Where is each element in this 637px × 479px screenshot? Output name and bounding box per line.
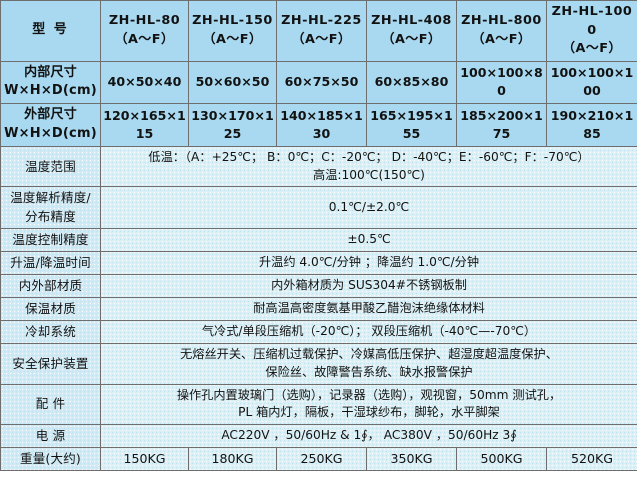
table-row-insulation: 保温材质 耐高温高密度氨基甲酸乙醋泡沫绝缘体材料 — [0, 297, 637, 322]
cell-box-material: 内外箱材质为 SUS304#不锈钢板制 — [100, 273, 637, 299]
header-model-name-4: ZH-HL-800 — [461, 13, 542, 29]
table-row-cooling: 冷却系统 气冷式/单段压缩机（-20℃）； 双段压缩机（-40℃—-70℃） — [0, 320, 637, 345]
cell-safety: 无熔丝开关、压缩机过载保护、冷媒高低压保护、超湿度超温度保护、 保险丝、故障警告… — [100, 343, 637, 385]
table-row-power: 电 源 AC220V ，50/60Hz & 1∮， AC380V ，50/60H… — [0, 424, 637, 449]
cell-outer-size-5: 190×210×185 — [546, 103, 637, 148]
header-model-series-3: （A～F） — [381, 31, 442, 47]
row-label-weight: 重量(大约) — [0, 447, 101, 472]
cell-temp-range-high: 高温:100℃(150℃) — [313, 167, 425, 182]
cell-temp-control: ±0.5℃ — [100, 227, 637, 252]
header-label-model: 型 号 — [0, 0, 101, 62]
table-row-outer-size: 外部尺寸 W×H×D(cm) 120×165×115 130×170×125 1… — [0, 103, 637, 148]
cell-weight-2: 250KG — [276, 447, 367, 472]
cell-temp-range-low: 低温：（A：+25℃； B：0℃；C：-20℃； D：-40℃；E：-60℃；F… — [148, 150, 590, 165]
cell-weight-4: 500KG — [456, 447, 547, 472]
cell-accessories-line1: 操作孔内置玻璃门（选购），记录器（选购），观视窗，50mm 测试孔， — [176, 387, 562, 402]
cell-inner-size-0: 40×50×40 — [100, 60, 189, 105]
header-column-4: ZH-HL-800 （A～F） — [456, 0, 547, 62]
row-label-temp-resolution: 温度解析精度/ 分布精度 — [0, 186, 101, 229]
cell-inner-size-1: 50×60×50 — [188, 60, 277, 105]
header-model-name-1: ZH-HL-150 — [192, 13, 273, 29]
cell-weight-1: 180KG — [188, 447, 277, 472]
row-label-temp-resolution-line1: 温度解析精度/ — [10, 190, 91, 206]
row-label-temp-resolution-line2: 分布精度 — [25, 208, 76, 224]
header-model-series-2: （A～F） — [291, 31, 352, 47]
cell-weight-0: 150KG — [100, 447, 189, 472]
header-model-series-1: （A～F） — [202, 31, 263, 47]
cell-heat-cool-time: 升温约 4.0℃/分钟 ；降温约 1.0℃/分钟 — [100, 250, 637, 275]
header-model-name-3: ZH-HL-408 — [371, 13, 452, 29]
cell-outer-size-1: 130×170×125 — [188, 103, 277, 148]
header-model-name-0: ZH-HL-80 — [108, 13, 181, 29]
header-model-name-2: ZH-HL-225 — [281, 13, 362, 29]
header-column-1: ZH-HL-150 （A～F） — [188, 0, 277, 62]
cell-outer-size-4: 185×200×175 — [456, 103, 547, 148]
cell-outer-size-3: 165×195×155 — [366, 103, 457, 148]
cell-weight-3: 350KG — [366, 447, 457, 472]
cell-outer-size-2: 140×185×130 — [276, 103, 367, 148]
row-label-outer-size-line1: 外部尺寸 — [24, 107, 77, 123]
header-model-name-5: ZH-HL-1000 — [551, 4, 633, 38]
header-column-2: ZH-HL-225 （A～F） — [276, 0, 367, 62]
cell-accessories: 操作孔内置玻璃门（选购），记录器（选购），观视窗，50mm 测试孔， PL 箱内… — [100, 383, 637, 426]
row-label-safety: 安全保护装置 — [0, 343, 101, 385]
header-model-series-0: （A～F） — [114, 31, 175, 47]
table-row-weight: 重量(大约) 150KG 180KG 250KG 350KG 500KG 520… — [0, 447, 637, 472]
row-label-heat-cool-time: 升温/降温时间 — [0, 250, 101, 275]
cell-accessories-line2: PL 箱内灯，隔板，干湿球纱布，脚轮，水平脚架 — [238, 405, 500, 420]
cell-insulation: 耐高温高密度氨基甲酸乙醋泡沫绝缘体材料 — [100, 297, 637, 322]
table-row-inner-size: 内部尺寸 W×H×D(cm) 40×50×40 50×60×50 60×75×5… — [0, 60, 637, 105]
row-label-power: 电 源 — [0, 424, 101, 449]
row-label-inner-size-line1: 内部尺寸 — [24, 64, 77, 80]
header-column-5: ZH-HL-1000 （A～F） — [546, 0, 637, 62]
row-label-outer-size: 外部尺寸 W×H×D(cm) — [0, 103, 101, 148]
cell-safety-line1: 无熔丝开关、压缩机过载保护、冷媒高低压保护、超湿度超温度保护、 — [180, 347, 558, 362]
row-label-accessories: 配 件 — [0, 383, 101, 426]
table-header-row: 型 号 ZH-HL-80 （A～F） ZH-HL-150 （A～F） ZH-HL… — [0, 0, 637, 62]
row-label-temp-range: 温度范围 — [0, 146, 101, 188]
table-row-temp-resolution: 温度解析精度/ 分布精度 0.1℃/±2.0℃ — [0, 186, 637, 229]
table-row-temp-control: 温度控制精度 ±0.5℃ — [0, 227, 637, 252]
row-label-inner-size: 内部尺寸 W×H×D(cm) — [0, 60, 101, 105]
header-column-0: ZH-HL-80 （A～F） — [100, 0, 189, 62]
table-row-safety: 安全保护装置 无熔丝开关、压缩机过载保护、冷媒高低压保护、超湿度超温度保护、 保… — [0, 343, 637, 385]
cell-cooling: 气冷式/单段压缩机（-20℃）； 双段压缩机（-40℃—-70℃） — [100, 320, 637, 345]
cell-power: AC220V ，50/60Hz & 1∮， AC380V ，50/60Hz 3∮ — [100, 424, 637, 449]
row-label-inner-size-line2: W×H×D(cm) — [4, 83, 97, 99]
cell-temp-resolution: 0.1℃/±2.0℃ — [100, 186, 637, 229]
header-model-series-5: （A～F） — [562, 41, 622, 57]
cell-outer-size-0: 120×165×115 — [100, 103, 189, 148]
cell-safety-line2: 保险丝、故障警告系统、缺水报警保护 — [265, 364, 473, 379]
cell-inner-size-3: 60×85×80 — [366, 60, 457, 105]
cell-inner-size-2: 60×75×50 — [276, 60, 367, 105]
cell-inner-size-5: 100×100×100 — [546, 60, 637, 105]
table-row-temp-range: 温度范围 低温：（A：+25℃； B：0℃；C：-20℃； D：-40℃；E：-… — [0, 146, 637, 188]
row-label-box-material: 内外部材质 — [0, 273, 101, 299]
cell-inner-size-4: 100×100×80 — [456, 60, 547, 105]
header-column-3: ZH-HL-408 （A～F） — [366, 0, 457, 62]
row-label-temp-control: 温度控制精度 — [0, 227, 101, 252]
cell-temp-range: 低温：（A：+25℃； B：0℃；C：-20℃； D：-40℃；E：-60℃；F… — [100, 146, 637, 188]
row-label-outer-size-line2: W×H×D(cm) — [4, 126, 97, 142]
table-row-accessories: 配 件 操作孔内置玻璃门（选购），记录器（选购），观视窗，50mm 测试孔， P… — [0, 383, 637, 426]
row-label-cooling: 冷却系统 — [0, 320, 101, 345]
cell-weight-5: 520KG — [546, 447, 637, 472]
table-row-box-material: 内外部材质 内外箱材质为 SUS304#不锈钢板制 — [0, 273, 637, 299]
table-row-heat-cool-time: 升温/降温时间 升温约 4.0℃/分钟 ；降温约 1.0℃/分钟 — [0, 250, 637, 275]
row-label-insulation: 保温材质 — [0, 297, 101, 322]
header-model-series-4: （A～F） — [471, 31, 532, 47]
